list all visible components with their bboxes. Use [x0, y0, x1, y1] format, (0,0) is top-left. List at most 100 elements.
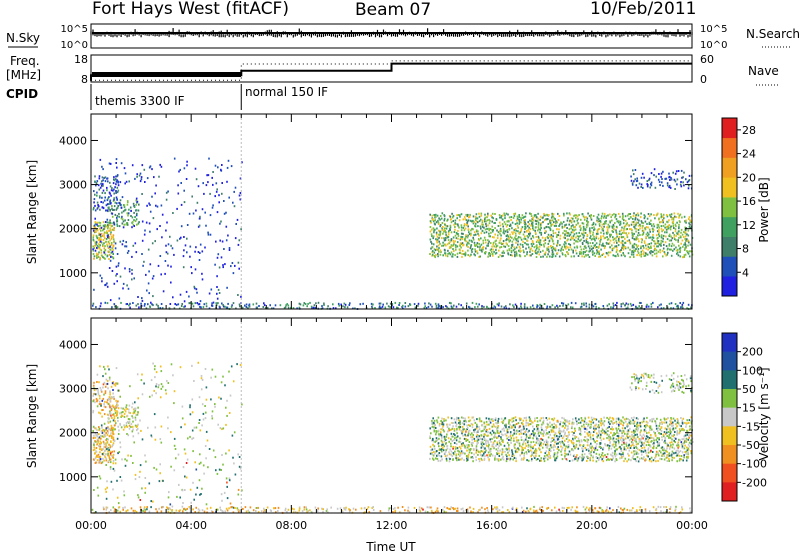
range-gate-cell — [222, 463, 224, 466]
range-gate-cell — [477, 453, 479, 456]
range-gate-cell — [573, 214, 575, 217]
range-gate-cell — [569, 219, 571, 222]
range-gate-cell — [263, 302, 265, 305]
range-gate-cell — [202, 412, 205, 415]
range-gate-cell — [580, 227, 582, 230]
range-gate-cell — [515, 423, 518, 425]
range-gate-cell — [109, 466, 112, 469]
range-gate-cell — [466, 220, 469, 223]
range-gate-cell — [206, 174, 208, 177]
range-gate-cell — [444, 452, 446, 455]
range-gate-cell — [103, 251, 106, 254]
range-gate-cell — [113, 208, 115, 211]
range-gate-cell — [528, 436, 530, 439]
range-gate-cell — [562, 304, 564, 307]
range-gate-cell — [465, 234, 467, 237]
range-gate-cell — [93, 247, 96, 250]
range-gate-cell — [98, 436, 101, 439]
range-gate-cell — [524, 255, 526, 258]
range-gate-cell — [466, 424, 468, 427]
range-gate-cell — [478, 303, 480, 306]
range-gate-cell — [684, 229, 687, 231]
range-gate-cell — [129, 385, 131, 388]
range-gate-cell — [688, 184, 690, 187]
range-gate-cell — [568, 422, 571, 425]
range-gate-cell — [201, 278, 204, 281]
range-gate-cell — [640, 255, 643, 258]
range-gate-cell — [575, 214, 578, 217]
range-gate-cell — [402, 304, 404, 307]
range-gate-cell — [544, 232, 546, 234]
range-gate-cell — [614, 304, 617, 306]
range-gate-cell — [512, 304, 514, 307]
range-gate-cell — [675, 170, 678, 173]
range-gate-cell — [113, 240, 115, 243]
range-gate-cell — [115, 367, 118, 370]
range-gate-cell — [434, 256, 436, 259]
range-gate-cell — [109, 412, 112, 415]
range-gate-cell — [547, 248, 550, 251]
range-gate-cell — [574, 214, 576, 217]
range-gate-cell — [579, 421, 582, 424]
range-gate-cell — [105, 432, 107, 434]
range-gate-cell — [488, 252, 490, 254]
range-gate-cell — [545, 225, 548, 228]
range-gate-cell — [550, 437, 553, 440]
range-gate-cell — [94, 217, 96, 220]
range-gate-cell — [591, 445, 593, 448]
range-gate-cell — [233, 205, 236, 208]
range-gate-cell — [535, 252, 537, 255]
range-gate-cell — [532, 431, 535, 434]
range-gate-cell — [440, 450, 443, 453]
range-gate-cell — [679, 251, 681, 254]
range-gate-cell — [191, 429, 194, 432]
range-gate-cell — [524, 430, 526, 433]
range-gate-cell — [509, 254, 512, 256]
range-gate-cell — [435, 233, 438, 236]
range-gate-cell — [520, 218, 522, 221]
noise-right-label: N.Search — [746, 27, 800, 41]
range-gate-cell — [501, 448, 504, 451]
range-gate-cell — [521, 447, 524, 449]
range-gate-cell — [598, 253, 600, 256]
range-gate-cell — [529, 418, 531, 421]
range-gate-cell — [609, 235, 612, 237]
range-gate-cell — [191, 272, 193, 275]
range-gate-cell — [132, 202, 135, 205]
range-gate-cell — [536, 429, 538, 432]
range-gate-cell — [540, 222, 543, 225]
range-gate-cell — [443, 239, 446, 242]
range-gate-cell — [136, 173, 138, 176]
range-gate-cell — [668, 219, 670, 222]
range-gate-cell — [117, 404, 119, 407]
range-gate-cell — [515, 238, 517, 241]
range-gate-cell — [576, 245, 578, 248]
range-gate-cell — [392, 306, 395, 309]
range-gate-cell — [131, 269, 133, 271]
range-gate-cell — [216, 211, 219, 214]
range-gate-cell — [492, 229, 494, 231]
range-gate-cell — [114, 458, 117, 461]
range-gate-cell — [103, 250, 106, 253]
range-gate-cell — [193, 285, 196, 288]
range-gate-cell — [555, 224, 557, 227]
range-gate-cell — [435, 231, 438, 234]
range-gate-cell — [475, 435, 478, 438]
range-gate-cell — [465, 219, 468, 222]
range-gate-cell — [121, 243, 124, 246]
range-gate-cell — [454, 244, 457, 247]
range-gate-cell — [520, 432, 523, 435]
range-gate-cell — [102, 428, 104, 431]
range-gate-cell — [572, 217, 574, 220]
range-gate-cell — [220, 256, 223, 259]
range-gate-cell — [614, 215, 617, 218]
range-gate-cell — [194, 167, 197, 170]
range-gate-cell — [155, 303, 158, 306]
range-gate-cell — [438, 454, 440, 457]
range-gate-cell — [481, 450, 484, 453]
range-gate-cell — [214, 375, 217, 378]
range-gate-cell — [589, 227, 591, 230]
range-gate-cell — [609, 233, 611, 236]
range-gate-cell — [103, 237, 106, 240]
range-gate-cell — [92, 208, 95, 211]
